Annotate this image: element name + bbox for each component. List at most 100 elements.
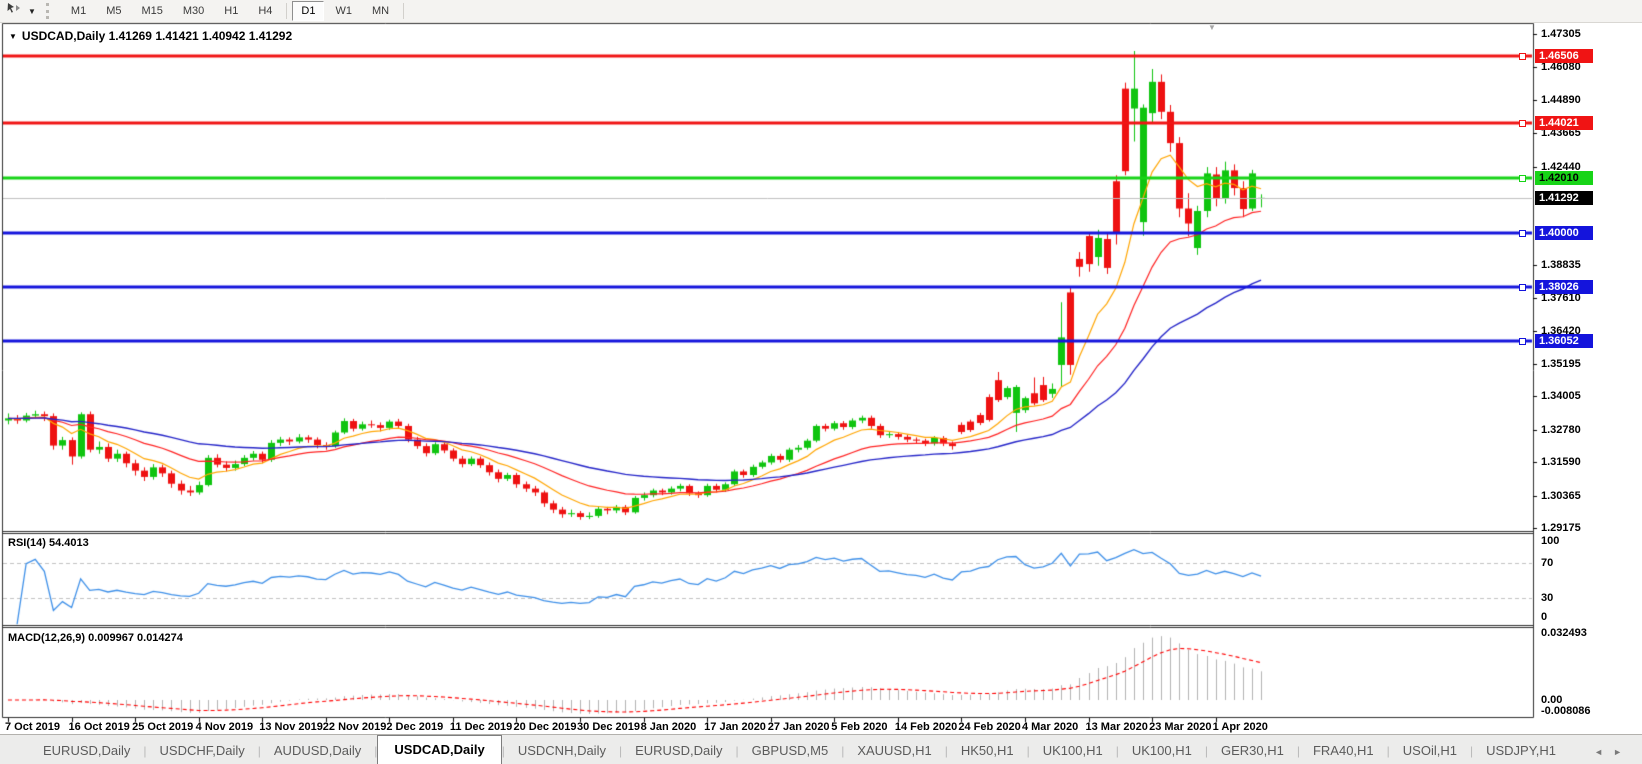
chart-tab-usdcad-daily[interactable]: USDCAD,Daily — [377, 735, 502, 764]
price-tick-label: 1.30365 — [1541, 489, 1581, 502]
level-price-badge: 1.38026 — [1535, 279, 1593, 294]
symbol-dropdown-icon[interactable]: ▼ — [9, 32, 17, 41]
tab-separator: | — [1026, 744, 1030, 758]
price-tick-label: 1.37610 — [1541, 292, 1581, 305]
price-tick-label: 1.38835 — [1541, 258, 1581, 271]
price-tick-label: 1.46080 — [1541, 61, 1581, 74]
rsi-label: RSI(14) 54.4013 — [8, 537, 89, 549]
timeframe-button-d1[interactable]: D1 — [292, 1, 325, 21]
tab-separator: | — [374, 744, 378, 758]
date-label: 20 Dec 2019 — [513, 721, 577, 733]
hline-drag-handle[interactable] — [1519, 175, 1526, 183]
chart-tool-button[interactable]: ▼ — [0, 0, 42, 22]
chart-cursor-icon — [6, 2, 23, 20]
toolbar-separator — [286, 3, 288, 19]
hline-drag-handle[interactable] — [1519, 283, 1526, 291]
chart-tab-ger30-h1[interactable]: GER30,H1 — [1220, 743, 1284, 758]
price-tick-label: 1.47305 — [1541, 28, 1581, 40]
price-tick-label: 1.42440 — [1541, 160, 1581, 173]
tab-separator: | — [1204, 744, 1208, 758]
chart-tab-uk100-h1[interactable]: UK100,H1 — [1131, 743, 1192, 758]
chart-tab-usdjpy-h1[interactable]: USDJPY,H1 — [1486, 743, 1556, 758]
rsi-axis-label: 30 — [1541, 592, 1554, 604]
symbol-ohlc-text: USDCAD,Daily 1.41269 1.41421 1.40942 1.4… — [21, 29, 293, 43]
tab-separator: | — [1115, 744, 1119, 758]
date-label: 8 Jan 2020 — [640, 721, 697, 733]
chart-tab-xauusd-h1[interactable]: XAUUSD,H1 — [857, 743, 932, 758]
chart-tab-uk100-h1[interactable]: UK100,H1 — [1042, 743, 1103, 758]
timeframe-button-m30[interactable]: M30 — [182, 5, 205, 17]
hline-drag-handle[interactable] — [1519, 120, 1526, 128]
date-label: 2 Dec 2019 — [386, 721, 444, 733]
level-price-badge: 1.46506 — [1535, 48, 1593, 63]
date-label: 7 Oct 2019 — [5, 721, 61, 733]
chart-tab-gbpusd-m5[interactable]: GBPUSD,M5 — [751, 743, 829, 758]
tabs-scroll-arrows[interactable]: ◄► — [1594, 747, 1632, 757]
chart-tab-usdchf-daily[interactable]: USDCHF,Daily — [159, 743, 245, 758]
date-label: 1 Apr 2020 — [1212, 721, 1268, 733]
date-label: 25 Oct 2019 — [132, 721, 194, 733]
macd-axis-label: -0.008086 — [1541, 705, 1591, 717]
price-tick-label: 1.32780 — [1541, 423, 1581, 436]
timeframe-button-m15[interactable]: M15 — [141, 5, 163, 17]
chart-tab-eurusd-daily[interactable]: EURUSD,Daily — [43, 743, 131, 758]
price-tick-label: 1.35195 — [1541, 357, 1581, 370]
date-label: 4 Mar 2020 — [1021, 721, 1079, 733]
chart-tab-audusd-daily[interactable]: AUDUSD,Daily — [273, 743, 362, 758]
tab-separator: | — [257, 744, 261, 758]
timeframe-button-m5[interactable]: M5 — [106, 5, 122, 17]
chart-tab-fra40-h1[interactable]: FRA40,H1 — [1312, 743, 1374, 758]
chart-tab-usoil-h1[interactable]: USOil,H1 — [1402, 743, 1457, 758]
rsi-axis-label: 70 — [1541, 557, 1554, 569]
date-label: 16 Oct 2019 — [68, 721, 130, 733]
hline-drag-handle[interactable] — [1519, 230, 1526, 238]
price-tick-label: 1.34005 — [1541, 390, 1581, 403]
date-label: 17 Jan 2020 — [704, 721, 766, 733]
timeframe-button-m1[interactable]: M1 — [70, 5, 87, 17]
date-label: 11 Dec 2019 — [449, 721, 513, 733]
rsi-axis-label: 0 — [1541, 611, 1548, 623]
tab-separator: | — [841, 744, 845, 758]
toolbar-separator — [403, 3, 405, 19]
chart-tab-hk50-h1[interactable]: HK50,H1 — [960, 743, 1014, 758]
timeframe-button-h4[interactable]: H4 — [258, 5, 273, 17]
tab-separator: | — [1386, 744, 1390, 758]
rsi-axis-label: 100 — [1541, 535, 1560, 547]
chart-shift-marker-icon[interactable]: ▼ — [1208, 23, 1216, 32]
toolbar-grip[interactable] — [45, 3, 55, 19]
tab-separator: | — [618, 744, 623, 758]
timeframe-buttons: M1 M5 M15 M30 H1 H4 D1 W1 MN — [61, 1, 408, 21]
chart-tab-eurusd-daily[interactable]: EURUSD,Daily — [635, 743, 723, 758]
chart-legend: ▼ USDCAD,Daily 1.41269 1.41421 1.40942 1.… — [9, 29, 292, 43]
macd-axis-label: 0.032493 — [1541, 627, 1587, 639]
date-label: 24 Feb 2020 — [958, 721, 1021, 733]
chart-tabs-bar: EURUSD,Daily | USDCHF,Daily | AUDUSD,Daily | U… — [0, 734, 1642, 764]
chart-tab-usdcnh-daily[interactable]: USDCNH,Daily — [517, 743, 606, 758]
timeframe-button-mn[interactable]: MN — [371, 5, 390, 17]
date-label: 22 Nov 2019 — [322, 721, 387, 733]
timeframe-button-h1[interactable]: H1 — [224, 5, 239, 17]
timeframe-button-w1[interactable]: W1 — [335, 5, 352, 17]
tab-separator: | — [501, 744, 505, 758]
price-tick-label: 1.31590 — [1541, 456, 1581, 469]
date-label: 4 Nov 2019 — [195, 721, 254, 733]
date-label: 30 Dec 2019 — [577, 721, 641, 733]
macd-label: MACD(12,26,9) 0.009967 0.014274 — [8, 632, 183, 644]
tab-separator: | — [735, 744, 739, 758]
tab-separator: | — [1469, 744, 1474, 758]
macd-axis-label: 0.00 — [1541, 694, 1563, 706]
price-tick-label: 1.29175 — [1541, 522, 1581, 534]
level-price-badge: 1.36052 — [1535, 333, 1593, 348]
price-tick-label: 1.44890 — [1541, 93, 1581, 106]
tab-separator: | — [143, 744, 147, 758]
date-label: 27 Jan 2020 — [767, 721, 830, 733]
hline-drag-handle[interactable] — [1519, 337, 1526, 345]
dropdown-caret-icon: ▼ — [28, 6, 36, 16]
hline-drag-handle[interactable] — [1519, 52, 1526, 60]
date-label: 5 Feb 2020 — [831, 721, 888, 733]
level-price-badge: 1.42010 — [1535, 171, 1593, 186]
date-label: 14 Feb 2020 — [894, 721, 958, 733]
current-price-badge: 1.41292 — [1535, 190, 1593, 205]
